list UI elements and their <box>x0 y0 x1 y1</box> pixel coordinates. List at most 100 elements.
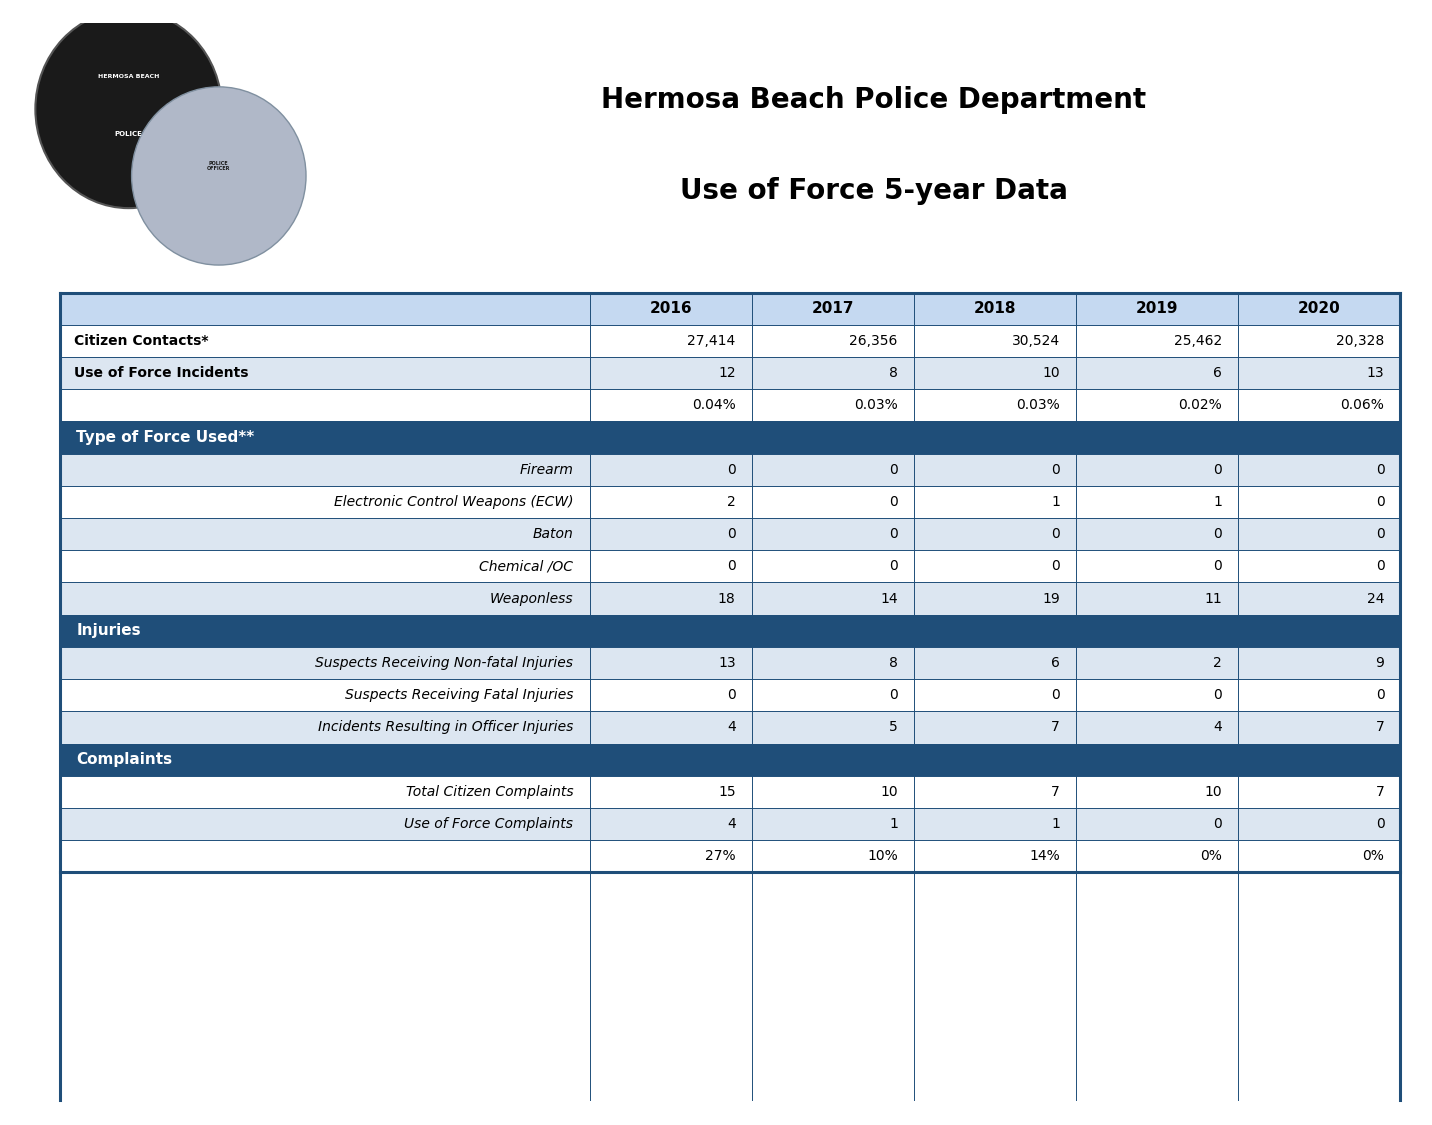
Text: Electronic Control Weapons (ECW): Electronic Control Weapons (ECW) <box>334 495 573 508</box>
Text: 0.04%: 0.04% <box>692 398 736 412</box>
Text: 1: 1 <box>1213 495 1223 508</box>
Text: 25,462: 25,462 <box>1174 334 1223 348</box>
Text: 0: 0 <box>889 462 898 477</box>
Bar <box>590 647 752 680</box>
Bar <box>914 357 1075 389</box>
Text: 24: 24 <box>1368 592 1385 605</box>
Bar <box>590 325 752 357</box>
Text: 0%: 0% <box>1200 849 1223 863</box>
Bar <box>1239 325 1400 357</box>
Bar <box>1075 357 1239 389</box>
Bar <box>60 776 590 808</box>
Text: Suspects Receiving Fatal Injuries: Suspects Receiving Fatal Injuries <box>345 688 573 702</box>
Bar <box>1239 292 1400 325</box>
Text: 9: 9 <box>1376 656 1385 670</box>
Text: 7: 7 <box>1051 720 1060 735</box>
Bar <box>590 840 752 873</box>
Ellipse shape <box>132 87 306 266</box>
Bar <box>1075 776 1239 808</box>
Text: 0.03%: 0.03% <box>853 398 898 412</box>
Bar <box>60 389 590 422</box>
Text: 18: 18 <box>717 592 736 605</box>
Text: 0: 0 <box>1213 688 1223 702</box>
Text: 30,524: 30,524 <box>1012 334 1060 348</box>
Text: 0: 0 <box>1376 817 1385 831</box>
Text: 27%: 27% <box>705 849 736 863</box>
Bar <box>1075 840 1239 873</box>
Text: 0: 0 <box>889 528 898 541</box>
Text: 7: 7 <box>1376 785 1385 799</box>
Text: Use of Force 5-year Data: Use of Force 5-year Data <box>680 177 1067 205</box>
Text: 2017: 2017 <box>812 302 853 316</box>
Bar <box>914 550 1075 583</box>
Bar <box>60 647 590 680</box>
Bar <box>914 711 1075 744</box>
Text: Incidents Resulting in Officer Injuries: Incidents Resulting in Officer Injuries <box>318 720 573 735</box>
Text: 0.06%: 0.06% <box>1340 398 1385 412</box>
Text: 0: 0 <box>1051 462 1060 477</box>
Bar <box>752 486 914 518</box>
Text: Chemical /OC: Chemical /OC <box>480 559 573 574</box>
Bar <box>1239 776 1400 808</box>
Text: 26,356: 26,356 <box>849 334 898 348</box>
Text: 6: 6 <box>1051 656 1060 670</box>
Text: 0: 0 <box>727 688 736 702</box>
Text: 0.03%: 0.03% <box>1017 398 1060 412</box>
Text: 6: 6 <box>1213 366 1223 380</box>
Bar <box>60 744 1400 776</box>
Bar <box>60 614 1400 647</box>
Text: 0: 0 <box>727 559 736 574</box>
Text: 2018: 2018 <box>974 302 1017 316</box>
Text: 10: 10 <box>1204 785 1223 799</box>
Text: POLICE
OFFICER: POLICE OFFICER <box>208 161 231 171</box>
Bar <box>1239 840 1400 873</box>
Bar <box>914 518 1075 550</box>
Text: 2019: 2019 <box>1136 302 1179 316</box>
Text: Hermosa Beach Police Department: Hermosa Beach Police Department <box>601 87 1146 114</box>
Text: 4: 4 <box>727 720 736 735</box>
Text: 5: 5 <box>889 720 898 735</box>
Text: 20,328: 20,328 <box>1336 334 1385 348</box>
Bar <box>1239 583 1400 614</box>
Text: 10%: 10% <box>868 849 898 863</box>
Text: POLICE: POLICE <box>115 130 143 137</box>
Bar <box>914 583 1075 614</box>
Bar <box>1075 583 1239 614</box>
Text: HERMOSA BEACH: HERMOSA BEACH <box>97 74 159 80</box>
Bar <box>752 680 914 711</box>
Text: Type of Force Used**: Type of Force Used** <box>76 430 255 446</box>
Bar <box>914 325 1075 357</box>
Text: 2020: 2020 <box>1297 302 1340 316</box>
Bar <box>590 808 752 840</box>
Bar <box>1075 518 1239 550</box>
Text: Injuries: Injuries <box>76 623 140 638</box>
Text: 4: 4 <box>727 817 736 831</box>
Bar <box>590 453 752 486</box>
Ellipse shape <box>36 10 222 208</box>
Text: Firearm: Firearm <box>520 462 573 477</box>
Text: 13: 13 <box>717 656 736 670</box>
Bar <box>752 389 914 422</box>
Bar <box>1239 647 1400 680</box>
Bar <box>1239 680 1400 711</box>
Text: 0: 0 <box>1376 688 1385 702</box>
Text: 0: 0 <box>1376 495 1385 508</box>
Bar <box>1239 808 1400 840</box>
Bar <box>60 325 590 357</box>
Bar <box>914 486 1075 518</box>
Bar <box>60 486 590 518</box>
Bar <box>1239 389 1400 422</box>
Bar <box>914 647 1075 680</box>
Bar <box>1075 550 1239 583</box>
Bar <box>60 711 590 744</box>
Text: 15: 15 <box>717 785 736 799</box>
Bar <box>1239 453 1400 486</box>
Text: 19: 19 <box>1042 592 1060 605</box>
Text: 14%: 14% <box>1030 849 1060 863</box>
Bar <box>752 453 914 486</box>
Bar <box>590 776 752 808</box>
Bar <box>752 840 914 873</box>
Text: 13: 13 <box>1366 366 1385 380</box>
Bar <box>1239 518 1400 550</box>
Text: Use of Force Incidents: Use of Force Incidents <box>73 366 248 380</box>
